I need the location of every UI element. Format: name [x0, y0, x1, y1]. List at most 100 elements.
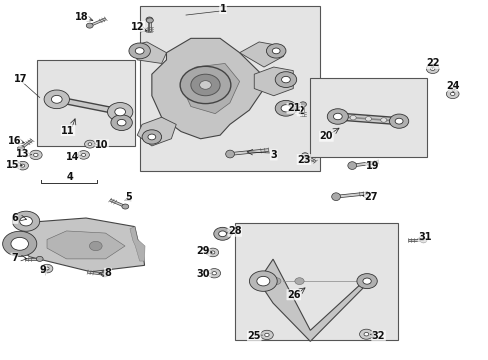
Text: 4: 4 [67, 172, 74, 182]
Text: 30: 30 [196, 269, 210, 279]
Circle shape [363, 332, 368, 336]
Text: 24: 24 [446, 81, 459, 91]
Circle shape [362, 278, 370, 284]
Polygon shape [152, 39, 268, 139]
Circle shape [326, 109, 347, 124]
Ellipse shape [331, 193, 340, 201]
Ellipse shape [225, 150, 234, 158]
Text: 15: 15 [6, 159, 20, 170]
Ellipse shape [122, 204, 128, 209]
Text: 8: 8 [104, 268, 111, 278]
Circle shape [272, 48, 280, 54]
Ellipse shape [102, 272, 108, 277]
Text: 1: 1 [219, 4, 226, 14]
Ellipse shape [86, 23, 93, 28]
Circle shape [34, 153, 38, 157]
Bar [310, 78, 427, 157]
Polygon shape [130, 226, 145, 261]
Text: 16: 16 [8, 136, 21, 146]
Text: 10: 10 [95, 140, 108, 150]
Circle shape [142, 130, 161, 144]
Text: 13: 13 [16, 149, 30, 159]
Circle shape [44, 90, 69, 109]
Circle shape [88, 143, 92, 145]
Circle shape [210, 251, 214, 254]
Text: 28: 28 [227, 226, 241, 236]
Circle shape [213, 227, 231, 240]
Ellipse shape [301, 153, 308, 158]
Text: 12: 12 [131, 22, 144, 32]
Circle shape [2, 231, 37, 256]
Ellipse shape [419, 238, 426, 243]
Ellipse shape [18, 146, 24, 151]
Circle shape [41, 264, 53, 273]
Text: 5: 5 [125, 192, 132, 202]
Text: 18: 18 [75, 12, 89, 22]
Circle shape [206, 248, 218, 257]
Circle shape [199, 81, 211, 89]
Text: 3: 3 [270, 150, 277, 160]
Text: 27: 27 [364, 192, 377, 202]
Text: 32: 32 [371, 331, 385, 341]
Text: 21: 21 [286, 103, 300, 113]
Circle shape [84, 140, 95, 148]
Circle shape [380, 118, 386, 122]
Text: 7: 7 [11, 253, 18, 263]
Circle shape [17, 161, 28, 170]
Text: 6: 6 [11, 213, 18, 223]
Circle shape [271, 278, 281, 284]
Circle shape [449, 92, 454, 95]
Text: 26: 26 [286, 290, 300, 300]
Circle shape [212, 271, 216, 275]
Circle shape [256, 276, 269, 286]
Circle shape [394, 118, 402, 124]
Circle shape [89, 241, 102, 251]
Polygon shape [239, 42, 283, 67]
Polygon shape [254, 67, 293, 96]
Circle shape [333, 113, 342, 120]
Circle shape [365, 117, 371, 121]
Circle shape [81, 153, 85, 156]
Circle shape [111, 115, 132, 131]
Circle shape [78, 150, 89, 159]
Circle shape [356, 274, 377, 289]
Polygon shape [20, 218, 144, 272]
Circle shape [129, 43, 150, 59]
Ellipse shape [36, 256, 43, 261]
Text: 22: 22 [425, 58, 439, 68]
Circle shape [426, 64, 438, 73]
Text: 25: 25 [247, 331, 261, 341]
Circle shape [11, 237, 28, 250]
Ellipse shape [146, 17, 153, 22]
Text: 31: 31 [417, 232, 431, 242]
Circle shape [281, 105, 290, 112]
Circle shape [180, 66, 230, 104]
Text: 9: 9 [40, 265, 46, 275]
Text: 17: 17 [14, 73, 28, 84]
Polygon shape [258, 259, 366, 341]
Text: 19: 19 [365, 161, 379, 171]
Text: 14: 14 [66, 152, 80, 162]
Circle shape [218, 231, 226, 237]
Circle shape [115, 108, 125, 116]
Bar [234, 223, 397, 339]
Text: 20: 20 [319, 131, 332, 141]
Circle shape [281, 76, 290, 83]
Polygon shape [181, 63, 239, 114]
Circle shape [249, 271, 277, 291]
Circle shape [148, 134, 156, 140]
Circle shape [20, 217, 32, 226]
Polygon shape [47, 231, 125, 259]
Bar [140, 6, 320, 171]
Ellipse shape [347, 162, 356, 170]
Circle shape [190, 74, 220, 96]
Circle shape [349, 116, 355, 120]
Circle shape [51, 95, 62, 103]
Text: 2: 2 [297, 106, 304, 116]
Circle shape [275, 100, 296, 116]
Circle shape [260, 330, 273, 339]
Polygon shape [132, 42, 166, 63]
Circle shape [20, 164, 24, 167]
Circle shape [135, 48, 144, 54]
Circle shape [275, 72, 296, 87]
